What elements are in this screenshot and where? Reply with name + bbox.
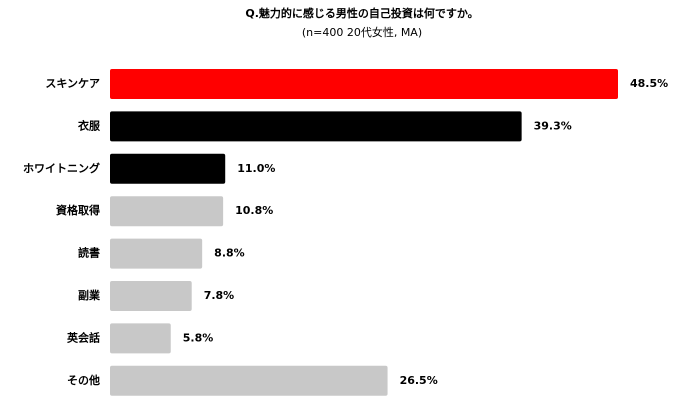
bar (110, 365, 388, 396)
value-label: 39.3% (534, 119, 572, 132)
value-label: 8.8% (214, 247, 245, 260)
value-label: 5.8% (183, 331, 214, 344)
category-label: 衣服 (78, 118, 101, 132)
category-label: 資格取得 (56, 203, 100, 217)
category-label: その他 (67, 373, 100, 387)
bar (110, 196, 224, 227)
bar (110, 238, 203, 269)
chart-subtitle: (n=400 20代女性, MA) (302, 25, 422, 39)
value-label: 10.8% (235, 204, 273, 217)
bar (110, 323, 171, 354)
chart-title: Q.魅力的に感じる男性の自己投資は何ですか。 (245, 6, 478, 20)
value-label: 11.0% (237, 162, 275, 175)
value-label: 48.5% (630, 77, 668, 90)
bar (110, 153, 226, 184)
category-label: 副業 (78, 288, 101, 302)
bar (110, 111, 522, 142)
category-label: ホワイトニング (23, 161, 100, 175)
category-label: 英会話 (66, 330, 100, 344)
category-label: スキンケア (45, 77, 100, 90)
category-label: 読書 (78, 246, 100, 260)
value-label: 7.8% (204, 289, 235, 302)
value-label: 26.5% (400, 374, 438, 387)
bar (110, 281, 192, 311)
bar (110, 69, 618, 99)
